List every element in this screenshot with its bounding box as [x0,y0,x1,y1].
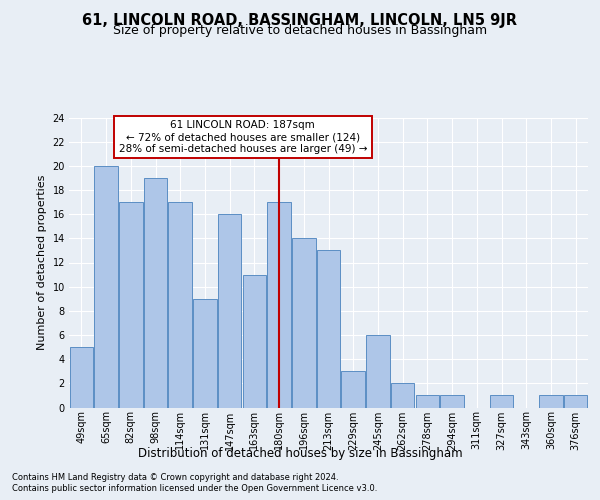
Text: Contains public sector information licensed under the Open Government Licence v3: Contains public sector information licen… [12,484,377,493]
Bar [218,214,241,408]
Bar [416,396,439,407]
Y-axis label: Number of detached properties: Number of detached properties [37,175,47,350]
Text: 61 LINCOLN ROAD: 187sqm
← 72% of detached houses are smaller (124)
28% of semi-d: 61 LINCOLN ROAD: 187sqm ← 72% of detache… [119,120,367,154]
Bar [268,202,291,408]
Bar [564,396,587,407]
Text: 61, LINCOLN ROAD, BASSINGHAM, LINCOLN, LN5 9JR: 61, LINCOLN ROAD, BASSINGHAM, LINCOLN, L… [83,12,517,28]
Bar [490,396,513,407]
Bar [391,384,415,407]
Text: Size of property relative to detached houses in Bassingham: Size of property relative to detached ho… [113,24,487,37]
Bar [440,396,464,407]
Bar [169,202,192,408]
Bar [366,335,389,407]
Bar [242,274,266,407]
Text: Distribution of detached houses by size in Bassingham: Distribution of detached houses by size … [137,448,463,460]
Bar [317,250,340,408]
Bar [341,371,365,408]
Bar [70,347,93,408]
Bar [119,202,143,408]
Bar [193,299,217,408]
Text: Contains HM Land Registry data © Crown copyright and database right 2024.: Contains HM Land Registry data © Crown c… [12,472,338,482]
Bar [144,178,167,408]
Bar [539,396,563,407]
Bar [94,166,118,408]
Bar [292,238,316,408]
